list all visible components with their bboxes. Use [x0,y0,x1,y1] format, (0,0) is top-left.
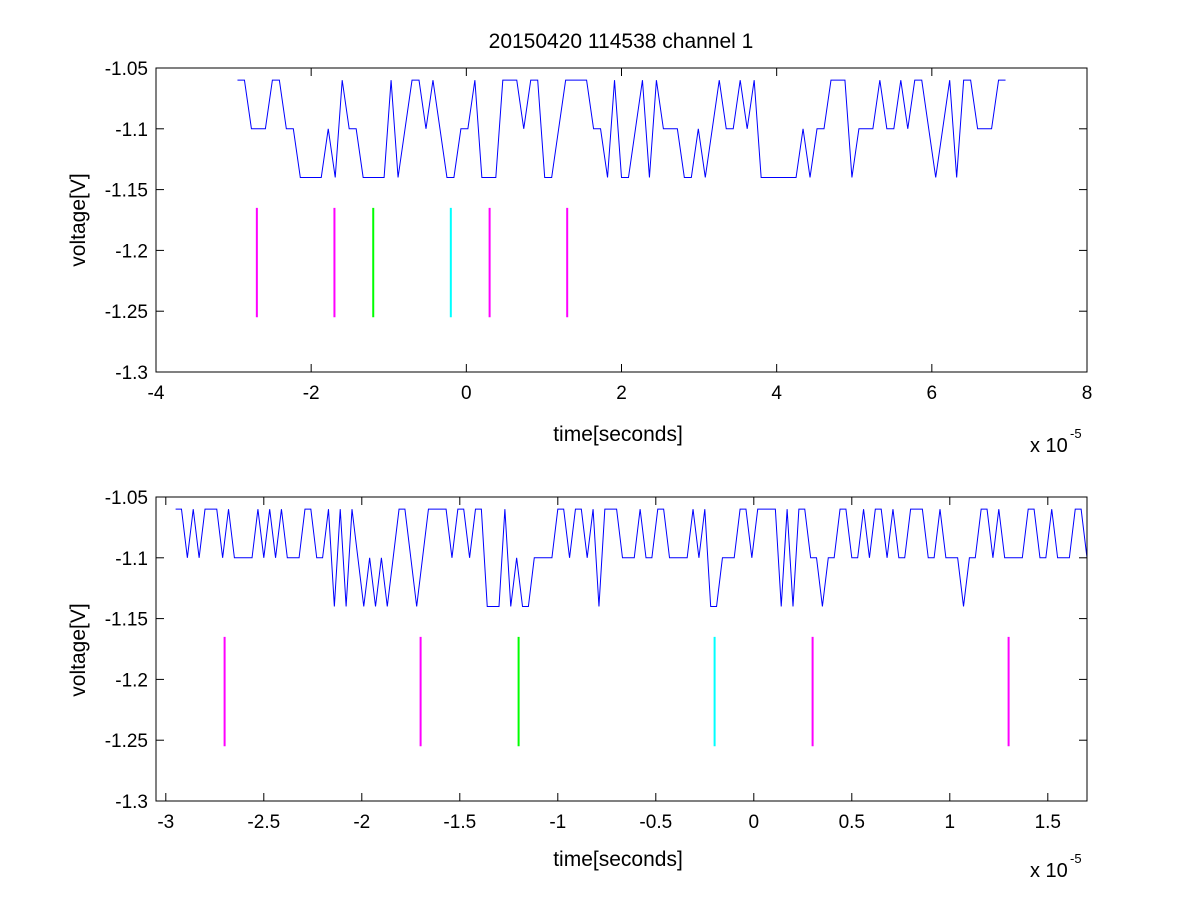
signal-trace [175,508,1088,607]
y-tick-label: -1.05 [105,488,148,509]
y-tick-label: -1.05 [105,59,148,80]
top-y-axis-label: voltage[V] [67,173,90,266]
x-tick-label: 1.5 [1035,812,1061,833]
x-tick-label: 8 [1082,383,1093,404]
y-tick-label: -1.3 [115,792,148,813]
x-tick-label: 2 [616,383,627,404]
x-tick-label: -1.5 [443,812,476,833]
top-plot-marks [237,79,1006,318]
y-tick-label: -1.2 [115,670,148,691]
y-tick-label: -1.1 [115,120,148,141]
bottom-y-axis-label: voltage[V] [67,603,90,696]
x-tick-label: 4 [771,383,782,404]
y-tick-label: -1.25 [105,731,148,752]
y-tick-label: -1.1 [115,549,148,570]
bottom-axes: -3 -2.5 -2 -1.5 -1 -0.5 0 0.5 1 1.5 -1.3 -1.25 -1.2 -… [67,488,1088,882]
bottom-x-axis-label: time[seconds] [553,848,683,871]
y-tick-label: -1.3 [115,363,148,384]
top-x-exponent-base: x 10 [1030,435,1068,457]
x-tick-label: 0 [461,383,472,404]
top-axes-frame [155,67,1088,373]
x-tick-label: -2.5 [247,812,280,833]
bottom-axes-frame [155,496,1088,802]
bottom-axes-ticks: -3 -2.5 -2 -1.5 -1 -0.5 0 0.5 1 1.5 -1.3 -1.25 -1.2 -… [105,488,1087,833]
x-tick-label: 6 [927,383,938,404]
top-x-exponent: -5 [1070,426,1082,441]
y-tick-label: -1.2 [115,241,148,262]
x-tick-label: 0.5 [839,812,865,833]
x-tick-label: -1 [549,812,566,833]
x-tick-label: -3 [157,812,174,833]
x-tick-label: -2 [353,812,370,833]
x-tick-label: -4 [148,383,165,404]
y-tick-label: -1.15 [105,610,148,631]
y-tick-label: -1.15 [105,181,148,202]
top-x-axis-label: time[seconds] [553,423,683,446]
top-axes-ticks: -4 -2 0 2 4 6 8 -1.3 -1.25 -1.2 -1.15 -1.1 -1.05 [105,59,1093,404]
bottom-plot-marks [175,508,1088,747]
bottom-x-exponent: -5 [1070,851,1082,866]
y-tick-label: -1.25 [105,302,148,323]
chart-title: 20150420 114538 channel 1 [489,30,754,53]
top-axes: -4 -2 0 2 4 6 8 -1.3 -1.25 -1.2 -1.15 -1.1 -1.05 tim… [67,59,1092,457]
signal-trace [237,79,1006,178]
x-tick-label: 0 [749,812,760,833]
x-tick-label: -2 [303,383,320,404]
x-tick-label: -0.5 [639,812,672,833]
bottom-x-exponent-base: x 10 [1030,860,1068,882]
x-tick-label: 1 [945,812,956,833]
